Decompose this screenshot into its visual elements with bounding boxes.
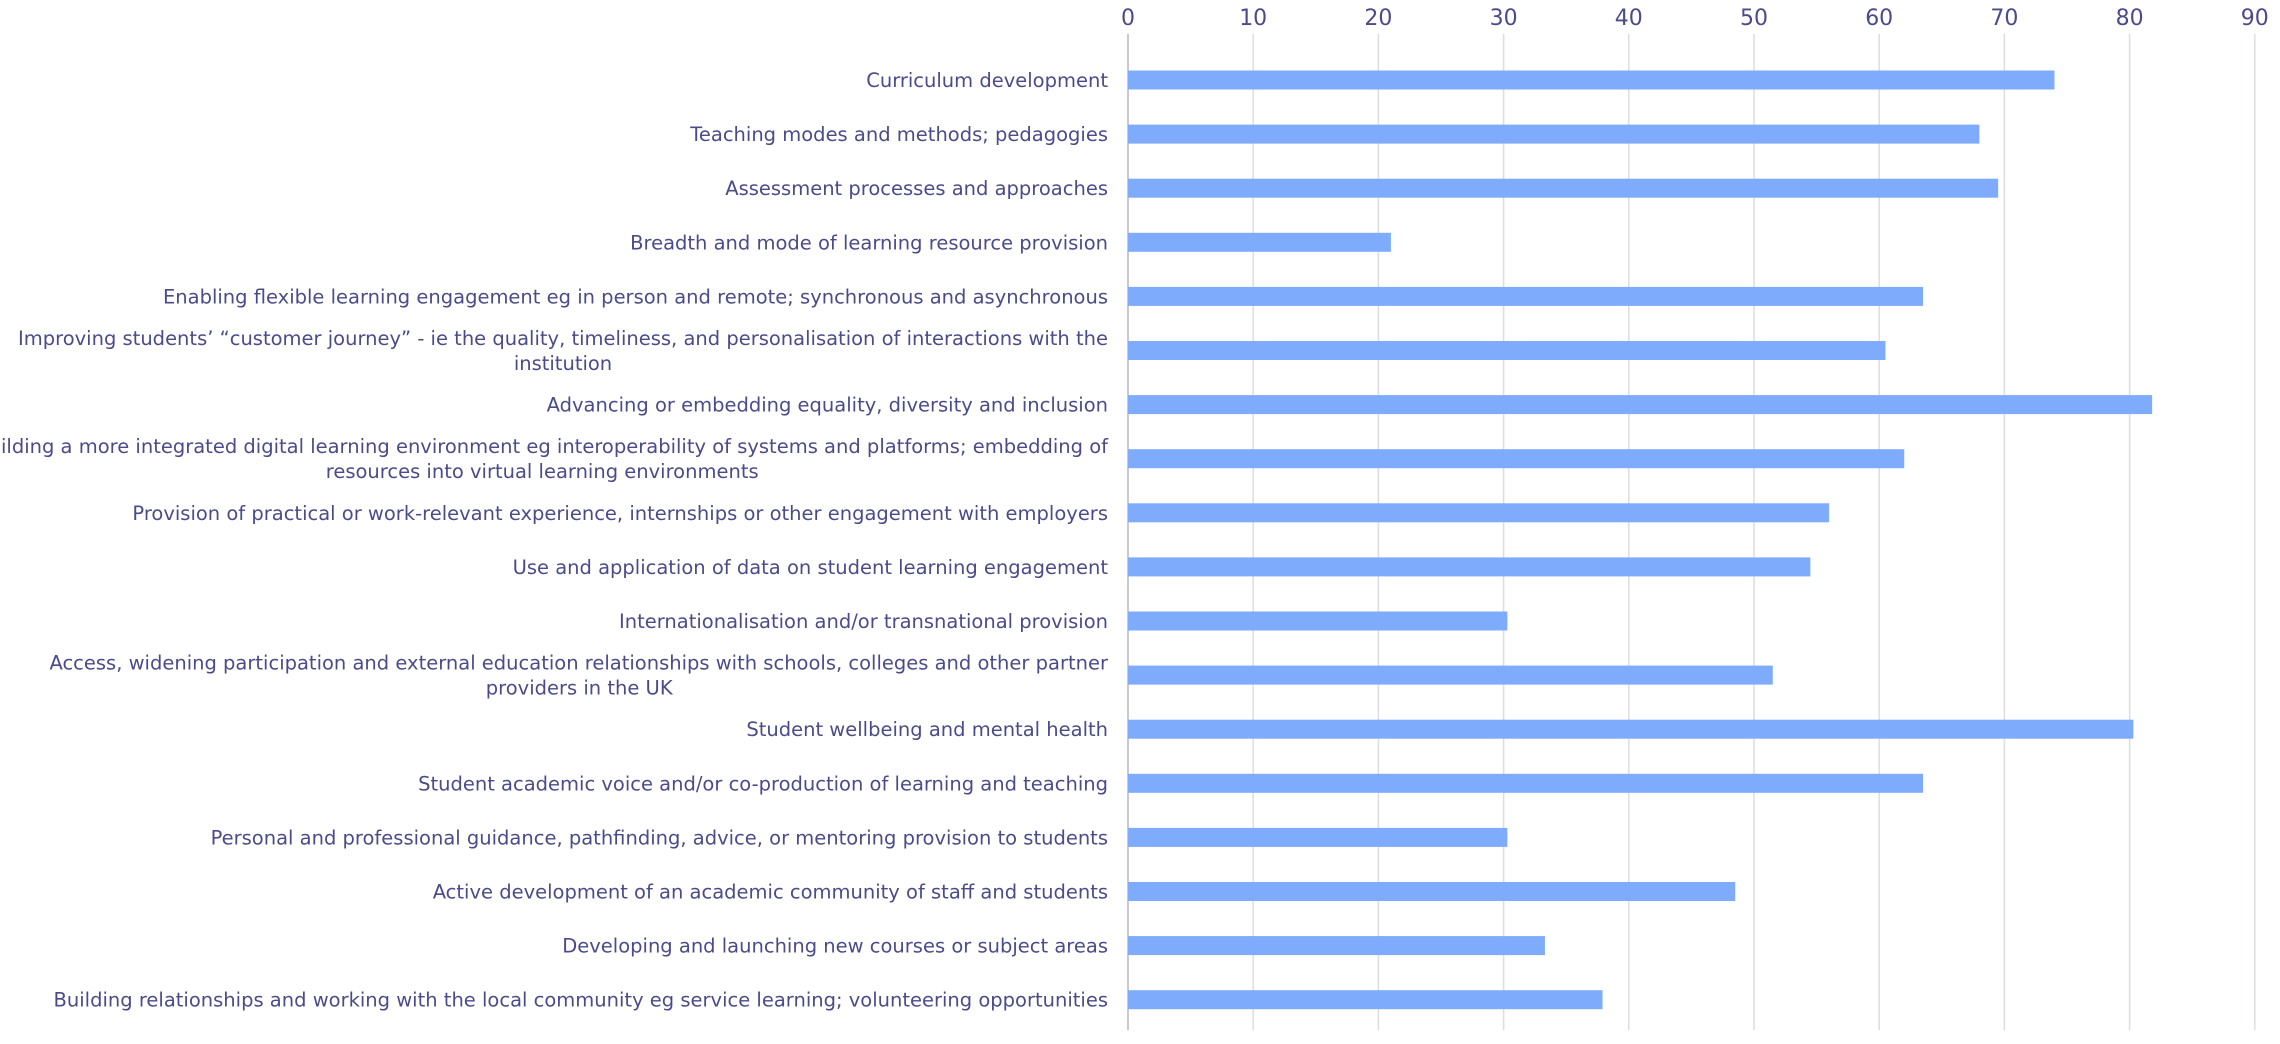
category-label: Advancing or embedding equality, diversi… — [547, 394, 1108, 417]
bar — [1128, 341, 1886, 360]
bar — [1128, 719, 2134, 739]
bar — [1128, 557, 1811, 577]
x-tick-label: 80 — [2116, 6, 2144, 31]
category-label: Internationalisation and/or transnationa… — [619, 610, 1108, 633]
x-tick-label: 90 — [2241, 6, 2269, 31]
bar — [1128, 936, 1545, 956]
bar — [1128, 773, 1924, 793]
x-tick-label: 10 — [1239, 6, 1267, 31]
category-label: Student wellbeing and mental health — [746, 718, 1108, 741]
bar — [1128, 827, 1508, 847]
bar — [1128, 70, 2055, 90]
x-axis-tick-labels: 0 10 20 30 40 50 60 70 80 90 — [1121, 6, 2269, 31]
category-label: Active development of an academic commun… — [433, 881, 1108, 904]
bar — [1128, 665, 1773, 685]
category-label: Improving students’ “customer journey” -… — [18, 327, 1108, 350]
category-label: resources into virtual learning environm… — [326, 460, 759, 483]
category-label: providers in the UK — [486, 677, 674, 700]
x-tick-label: 60 — [1865, 6, 1893, 31]
x-tick-label: 20 — [1364, 6, 1392, 31]
category-label: Breadth and mode of learning resource pr… — [630, 231, 1108, 254]
category-labels: Curriculum development Teaching modes and… — [0, 69, 1109, 1012]
category-label: Assessment processes and approaches — [725, 177, 1108, 200]
category-label: Building relationships and working with … — [54, 989, 1108, 1012]
category-label: Building a more integrated digital learn… — [0, 435, 1109, 458]
bar — [1128, 395, 2153, 415]
category-label: Developing and launching new courses or … — [562, 935, 1108, 958]
category-label: institution — [514, 352, 612, 375]
category-label: Use and application of data on student l… — [513, 556, 1109, 579]
x-tick-label: 0 — [1121, 6, 1135, 31]
category-label: Personal and professional guidance, path… — [211, 826, 1108, 849]
x-tick-label: 30 — [1490, 6, 1518, 31]
bar — [1128, 232, 1391, 252]
x-tick-label: 70 — [1990, 6, 2018, 31]
x-tick-label: 40 — [1615, 6, 1643, 31]
category-label: Teaching modes and methods; pedagogies — [689, 123, 1108, 146]
category-label: Provision of practical or work-relevant … — [132, 502, 1108, 525]
category-label: Curriculum development — [866, 69, 1108, 92]
bar — [1128, 611, 1508, 631]
bar — [1128, 882, 1736, 901]
bar — [1128, 178, 1999, 198]
bar — [1128, 503, 1830, 523]
bars — [1128, 70, 2153, 1010]
x-tick-label: 50 — [1740, 6, 1768, 31]
category-label: Enabling flexible learning engagement eg… — [163, 285, 1108, 308]
bar — [1128, 449, 1905, 469]
category-label: Student academic voice and/or co-product… — [418, 772, 1108, 795]
bar — [1128, 286, 1924, 306]
bar — [1128, 990, 1603, 1010]
category-label: Access, widening participation and exter… — [49, 652, 1109, 675]
bar — [1128, 124, 1980, 144]
gridlines — [1127, 34, 2256, 1030]
